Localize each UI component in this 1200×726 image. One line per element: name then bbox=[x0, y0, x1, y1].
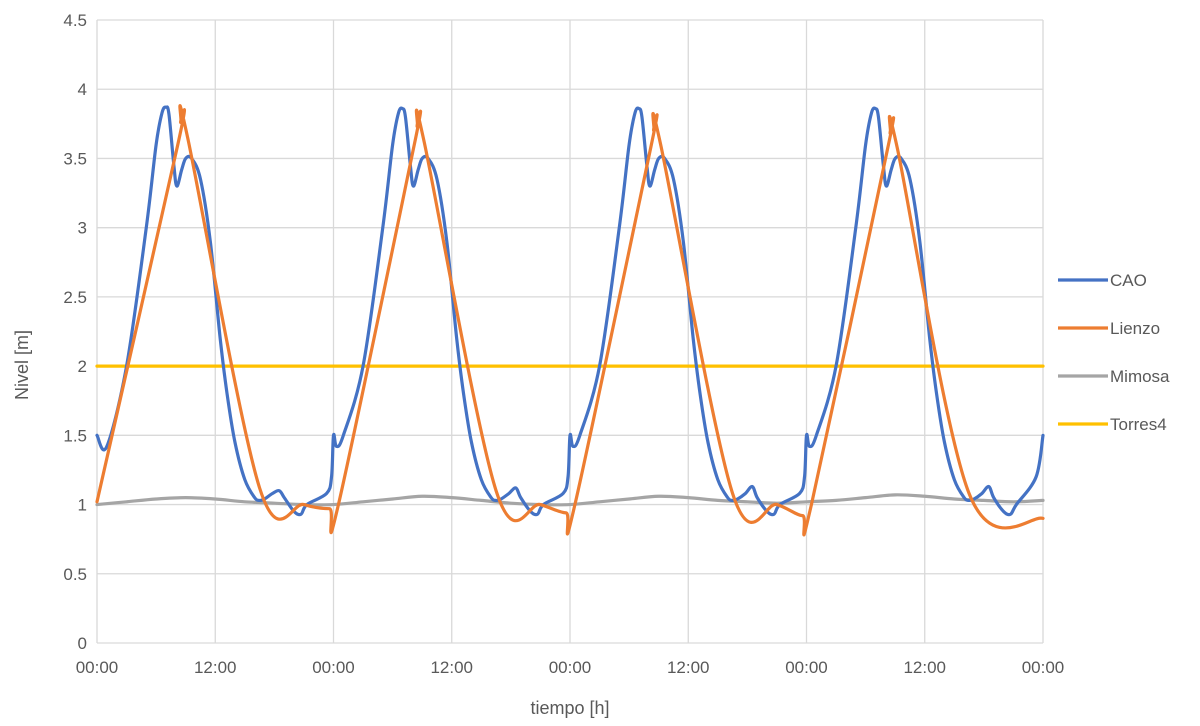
y-tick-label: 2 bbox=[78, 357, 87, 376]
y-tick-label: 3.5 bbox=[63, 149, 87, 168]
legend: CAO Lienzo Mimosa Torres4 bbox=[1058, 271, 1170, 434]
x-tick-label: 00:00 bbox=[785, 658, 828, 677]
legend-item-cao: CAO bbox=[1058, 271, 1147, 290]
x-tick-label: 12:00 bbox=[430, 658, 473, 677]
series-lines bbox=[95, 104, 1045, 537]
legend-item-mimosa: Mimosa bbox=[1058, 367, 1170, 386]
legend-label: Torres4 bbox=[1110, 415, 1167, 434]
y-tick-label: 4 bbox=[78, 80, 87, 99]
y-tick-label: 1.5 bbox=[63, 426, 87, 445]
legend-item-lienzo: Lienzo bbox=[1058, 319, 1160, 338]
legend-item-torres4: Torres4 bbox=[1058, 415, 1167, 434]
legend-label: CAO bbox=[1110, 271, 1147, 290]
x-tick-label: 12:00 bbox=[667, 658, 710, 677]
y-tick-label: 0 bbox=[78, 634, 87, 653]
x-tick-label: 12:00 bbox=[194, 658, 237, 677]
y-tick-label: 1 bbox=[78, 496, 87, 515]
x-tick-label: 12:00 bbox=[903, 658, 946, 677]
y-tick-label: 0.5 bbox=[63, 565, 87, 584]
series-line-mimosa bbox=[95, 493, 1045, 507]
legend-label: Lienzo bbox=[1110, 319, 1160, 338]
y-tick-label: 4.5 bbox=[63, 11, 87, 30]
x-tick-label: 00:00 bbox=[1022, 658, 1065, 677]
legend-label: Mimosa bbox=[1110, 367, 1170, 386]
y-tick-labels: 0 0.5 1 1.5 2 2.5 3 3.5 4 4.5 bbox=[63, 11, 87, 653]
grid bbox=[96, 19, 1044, 644]
x-tick-label: 00:00 bbox=[549, 658, 592, 677]
y-tick-label: 3 bbox=[78, 219, 87, 238]
y-tick-label: 2.5 bbox=[63, 288, 87, 307]
x-tick-label: 00:00 bbox=[312, 658, 355, 677]
x-tick-labels: 00:00 12:00 00:00 12:00 00:00 12:00 00:00 12:00… bbox=[76, 658, 1065, 677]
series-line-lienzo bbox=[95, 104, 1045, 537]
y-axis-title: Nivel [m] bbox=[12, 330, 32, 400]
x-axis-title: tiempo [h] bbox=[530, 698, 609, 718]
x-tick-label: 00:00 bbox=[76, 658, 119, 677]
